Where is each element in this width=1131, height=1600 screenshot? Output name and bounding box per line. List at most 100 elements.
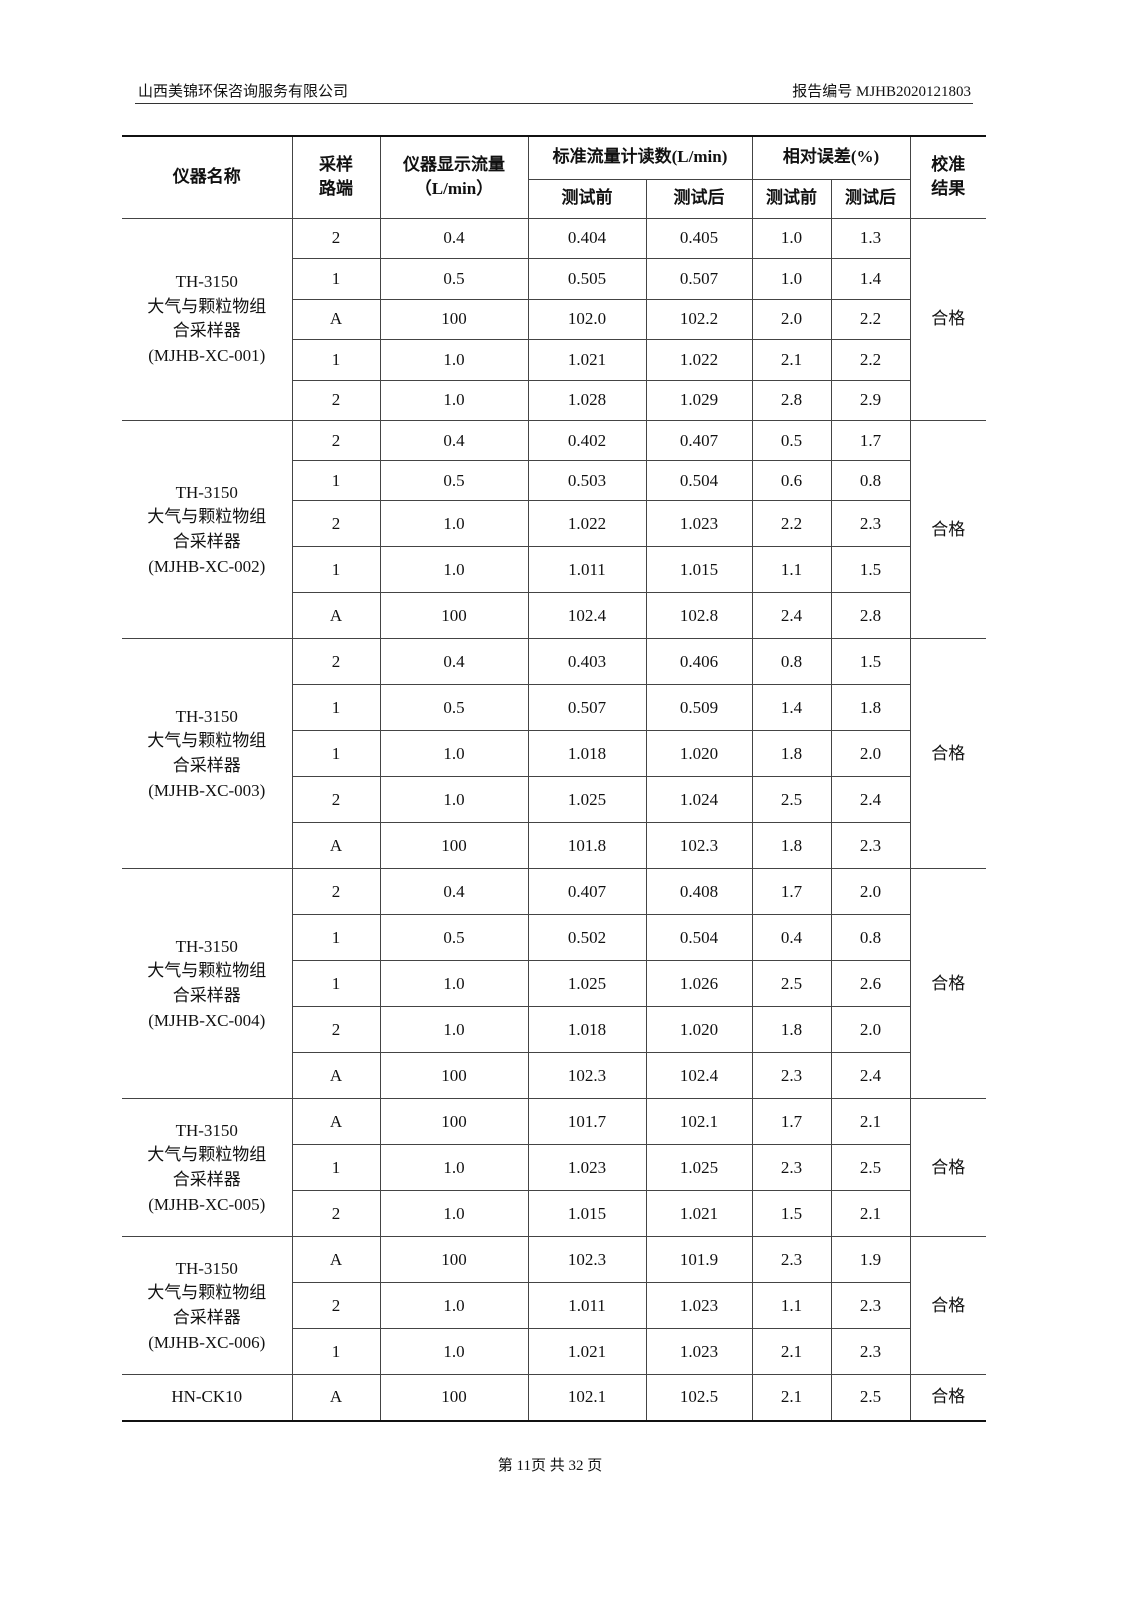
calibration-table: 仪器名称 采样路端 仪器显示流量 （L/min） 标准流量计读数(L/min) 相… <box>122 135 987 1422</box>
table-row: 1 0.5 0.502 0.504 0.4 0.8 <box>122 914 986 962</box>
std-after-cell: 1.020 <box>645 1006 753 1054</box>
page-number: 第 11页 共 32 页 <box>497 1458 603 1474</box>
std-before-cell: 0.505 <box>527 258 647 300</box>
instrument-name-line: 大气与颗粒物组 <box>147 507 267 527</box>
sampling-port-cell: 2 <box>291 868 381 916</box>
std-after-cell: 1.022 <box>645 339 753 381</box>
err-before-cell: 1.4 <box>751 684 832 732</box>
err-after-cell: 2.1 <box>830 1190 911 1238</box>
table-row: TH-3150 大气与颗粒物组 合采样器 (MJHB-XC-004) 2 0.4 0.407… <box>122 868 987 1100</box>
err-before-cell: 2.1 <box>751 1328 832 1376</box>
instrument-name-line: HN-CK10 <box>171 1387 243 1407</box>
instrument-name-line: TH-3150 <box>175 706 238 726</box>
err-after-cell: 2.3 <box>830 500 911 548</box>
display-flow-cell: 1.0 <box>379 1328 529 1376</box>
sampling-port-cell: 2 <box>292 500 381 548</box>
header-divider <box>135 103 973 104</box>
table-row: 2 1.0 1.025 1.024 2.5 2.4 <box>122 776 986 824</box>
table-row: TH-3150 大气与颗粒物组 合采样器 (MJHB-XC-003) 2 0.4 0.403… <box>122 638 987 870</box>
display-flow-cell: 0.5 <box>379 258 529 300</box>
std-before-cell: 1.015 <box>527 1190 647 1238</box>
table-row: 1 1.0 1.025 1.026 2.5 2.6 <box>122 960 986 1008</box>
err-before-cell: 2.8 <box>751 379 832 422</box>
instrument-name-line: (MJHB-XC-003) <box>148 780 266 800</box>
err-after-cell: 2.8 <box>830 592 911 640</box>
instrument-name-line: TH-3150 <box>175 936 238 956</box>
std-after-cell: 102.1 <box>645 1098 753 1146</box>
instrument-name-line: TH-3150 <box>175 1120 238 1140</box>
std-before-cell: 0.507 <box>527 684 647 732</box>
std-after-cell: 0.509 <box>645 684 753 732</box>
sampling-port-cell: 1 <box>292 960 381 1008</box>
err-after-cell: 2.2 <box>830 298 911 341</box>
std-after-cell: 1.021 <box>645 1190 753 1238</box>
display-flow-cell: 1.0 <box>379 1190 529 1238</box>
calibration-result-cell: 合格 <box>909 638 987 870</box>
err-after-cell: 1.7 <box>830 420 911 462</box>
sampling-port-cell: 1 <box>292 546 381 594</box>
sampling-port-cell: 1 <box>292 258 381 300</box>
sampling-port-cell: 2 <box>292 379 381 422</box>
header-err-after: 测试后 <box>830 178 911 219</box>
std-before-cell: 102.0 <box>527 298 647 341</box>
std-before-cell: 1.023 <box>527 1144 647 1192</box>
err-before-cell: 1.0 <box>751 217 832 260</box>
instrument-name-line: 合采样器 <box>172 321 241 341</box>
std-after-cell: 1.026 <box>645 960 753 1008</box>
sampling-port-cell: 2 <box>292 1190 381 1238</box>
std-after-cell: 101.9 <box>645 1236 753 1284</box>
std-after-cell: 1.023 <box>645 1328 753 1376</box>
header-std-after: 测试后 <box>645 178 753 219</box>
table-row: 2 1.0 1.028 1.029 2.8 2.9 <box>122 379 986 422</box>
calibration-result-cell: 合格 <box>909 217 987 422</box>
err-after-cell: 2.4 <box>830 1052 911 1100</box>
err-before-cell: 2.4 <box>751 592 832 640</box>
err-after-cell: 2.0 <box>830 868 911 916</box>
instrument-name-line: 合采样器 <box>172 1307 241 1327</box>
table-row: TH-3150 大气与颗粒物组 合采样器 (MJHB-XC-002) 2 0.4 0.402… <box>122 420 987 640</box>
err-after-cell: 1.5 <box>830 638 911 686</box>
table-row: 2 1.0 1.022 1.023 2.2 2.3 <box>122 500 986 548</box>
err-before-cell: 2.2 <box>751 500 832 548</box>
sampling-port-cell: A <box>292 822 381 870</box>
table-row: A 100 102.3 102.4 2.3 2.4 <box>122 1052 986 1100</box>
err-after-cell: 1.5 <box>830 546 911 594</box>
err-after-cell: 0.8 <box>830 914 911 962</box>
err-before-cell: 1.8 <box>751 822 832 870</box>
sampling-port-cell: A <box>292 592 381 640</box>
display-flow-cell: 1.0 <box>379 776 529 824</box>
std-after-cell: 0.407 <box>645 420 753 462</box>
sampling-port-cell: 2 <box>292 776 381 824</box>
err-after-cell: 2.1 <box>830 1098 911 1146</box>
header-display-flow: 仪器显示流量 （L/min） <box>379 135 529 219</box>
instrument-name-line: TH-3150 <box>175 272 238 292</box>
std-after-cell: 102.4 <box>645 1052 753 1100</box>
std-before-cell: 1.025 <box>527 960 647 1008</box>
table-row: HN-CK10 A 100 102.1 102.5 2.1 2.5 合格 <box>122 1374 987 1422</box>
table-row: 1 1.0 1.021 1.023 2.1 2.3 <box>122 1328 986 1376</box>
err-before-cell: 0.4 <box>751 914 832 962</box>
table-row: A 100 102.0 102.2 2.0 2.2 <box>122 298 986 341</box>
display-flow-cell: 100 <box>379 1098 529 1146</box>
err-after-cell: 1.8 <box>830 684 911 732</box>
table-row: TH-3150 大气与颗粒物组 合采样器 (MJHB-XC-005) A 100 101.7… <box>122 1098 987 1238</box>
instrument-name-line: 大气与颗粒物组 <box>147 731 267 751</box>
calibration-result-cell: 合格 <box>909 420 987 640</box>
std-before-cell: 1.011 <box>527 546 647 594</box>
err-before-cell: 1.7 <box>751 1098 832 1146</box>
display-flow-cell: 0.4 <box>379 217 529 260</box>
instrument-name-line: 大气与颗粒物组 <box>147 1283 267 1303</box>
std-after-cell: 1.023 <box>645 1282 753 1330</box>
instrument-name-cell: HN-CK10 <box>122 1374 293 1422</box>
header-sampling-port: 采样路端 <box>291 135 381 219</box>
instrument-name-line: TH-3150 <box>175 482 238 502</box>
sampling-port-cell: A <box>292 1052 381 1100</box>
err-after-cell: 2.0 <box>830 1006 911 1054</box>
std-before-cell: 101.7 <box>527 1098 647 1146</box>
instrument-name-cell: TH-3150 大气与颗粒物组 合采样器 (MJHB-XC-001) <box>122 217 293 422</box>
instrument-name-line: 大气与颗粒物组 <box>147 296 267 316</box>
display-flow-cell: 0.5 <box>379 914 529 962</box>
table-body: TH-3150 大气与颗粒物组 合采样器 (MJHB-XC-001) 2 0.4 0.404… <box>122 217 987 1422</box>
sampling-port-cell: 1 <box>292 730 381 778</box>
header-standard-flow: 标准流量计读数(L/min) <box>527 135 753 180</box>
